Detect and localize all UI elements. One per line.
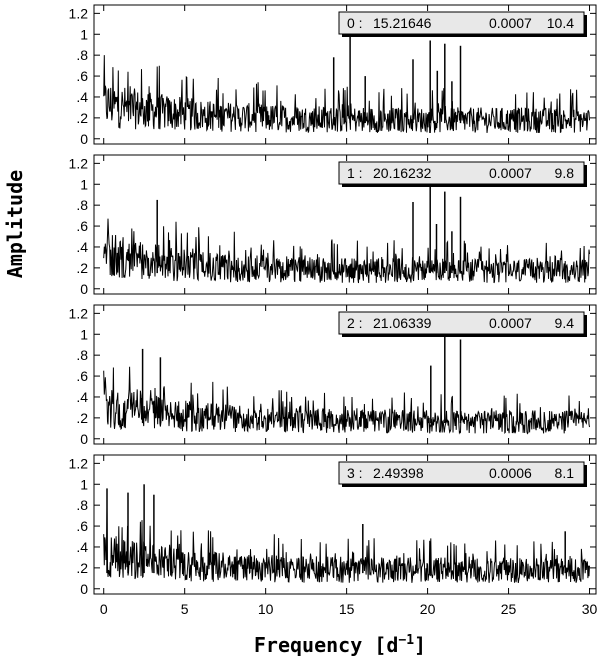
y-tick-label-2-3: .6 [76,368,88,384]
y-axis-title: Amplitude [3,170,27,278]
label-snr-0: 10.4 [547,15,574,31]
y-tick-label-1-2: .4 [76,239,88,255]
y-tick-label-3-4: .8 [76,497,88,513]
spectrum-line-0 [103,55,590,134]
panel-3: 0 .2 .4 .6 .8 1 1.2 3 : 2.49398 0.0006 8.1 [69,454,597,597]
label-index-0: 0 : [347,15,363,31]
panel-frame-0 [93,4,597,145]
panel-0: 0 .2 .4 .6 .8 1 1.2 0 : 15.21646 0.0007 10.4 [69,4,597,147]
x-tick-label-4: 20 [420,601,436,617]
label-box-3 [338,461,585,485]
y-tick-label-0-0: 0 [80,131,88,147]
y-tick-label-3-0: 0 [80,581,88,597]
y-tick-label-3-6: 1.2 [69,455,89,471]
label-box-1 [338,161,585,185]
label-snr-2: 9.4 [555,315,575,331]
spectrum-line-3 [103,507,590,583]
label-error-0: 0.0007 [489,15,532,31]
y-tick-label-2-4: .8 [76,347,88,363]
y-tick-label-0-3: .6 [76,68,88,84]
panel-2: 0 .2 .4 .6 .8 1 1.2 2 : 21.06339 0.0007 9.4 [69,304,597,447]
y-tick-label-1-1: .2 [76,260,88,276]
y-tick-label-3-3: .6 [76,518,88,534]
label-snr-3: 8.1 [555,465,575,481]
panels-group: 0.2.4.6.811.20 :15.21646 0.0007 10.40.2.4.… [69,4,597,597]
x-tick-label-5: 25 [501,601,517,617]
x-tick-label-1: 5 [181,601,189,617]
label-error-1: 0.0007 [489,165,532,181]
x-tick-labels: 0 5 10 15 20 25 30 [100,601,598,617]
y-tick-label-1-6: 1.2 [69,155,89,171]
y-tick-label-0-1: .2 [76,110,88,126]
label-frequency-0: 15.21646 [373,15,432,31]
y-tick-label-1-0: 0 [80,281,88,297]
y-tick-label-3-1: .2 [76,560,88,576]
spectrum-line-1 [103,218,590,284]
y-tick-label-0-6: 1.2 [69,5,89,21]
label-index-3: 3 : [347,465,363,481]
label-box-2 [338,311,585,335]
y-tick-label-3-5: 1 [80,476,88,492]
y-tick-label-0-4: .8 [76,47,88,63]
y-tick-label-3-2: .4 [76,539,88,555]
y-tick-label-0-2: .4 [76,89,88,105]
label-frequency-3: 2.49398 [373,465,424,481]
label-frequency-1: 20.16232 [373,165,432,181]
label-error-3: 0.0006 [489,465,532,481]
x-axis-title: Frequency [d−1] [254,633,426,657]
label-snr-1: 9.8 [555,165,575,181]
x-tick-label-0: 0 [100,601,108,617]
panel-1: 0 .2 .4 .6 .8 1 1.2 1 : 20.16232 0.0007 9.8 [69,154,597,297]
panel-frame-2 [93,304,597,445]
y-tick-label-1-4: .8 [76,197,88,213]
label-box-0 [338,11,585,35]
y-tick-label-1-5: 1 [80,176,88,192]
y-tick-label-2-5: 1 [80,326,88,342]
x-tick-label-3: 15 [339,601,355,617]
label-index-1: 1 : [347,165,363,181]
x-tick-label-6: 30 [582,601,598,617]
label-index-2: 2 : [347,315,363,331]
y-tick-label-1-3: .6 [76,218,88,234]
label-error-2: 0.0007 [489,315,532,331]
y-tick-label-2-1: .2 [76,410,88,426]
x-tick-label-2: 10 [258,601,274,617]
y-tick-label-2-6: 1.2 [69,305,89,321]
panel-frame-3 [93,454,597,595]
y-tick-label-2-2: .4 [76,389,88,405]
panel-frame-1 [93,154,597,295]
y-tick-label-2-0: 0 [80,431,88,447]
spectrum-line-2 [103,366,590,435]
y-tick-label-0-5: 1 [80,26,88,42]
label-frequency-2: 21.06339 [373,315,432,331]
